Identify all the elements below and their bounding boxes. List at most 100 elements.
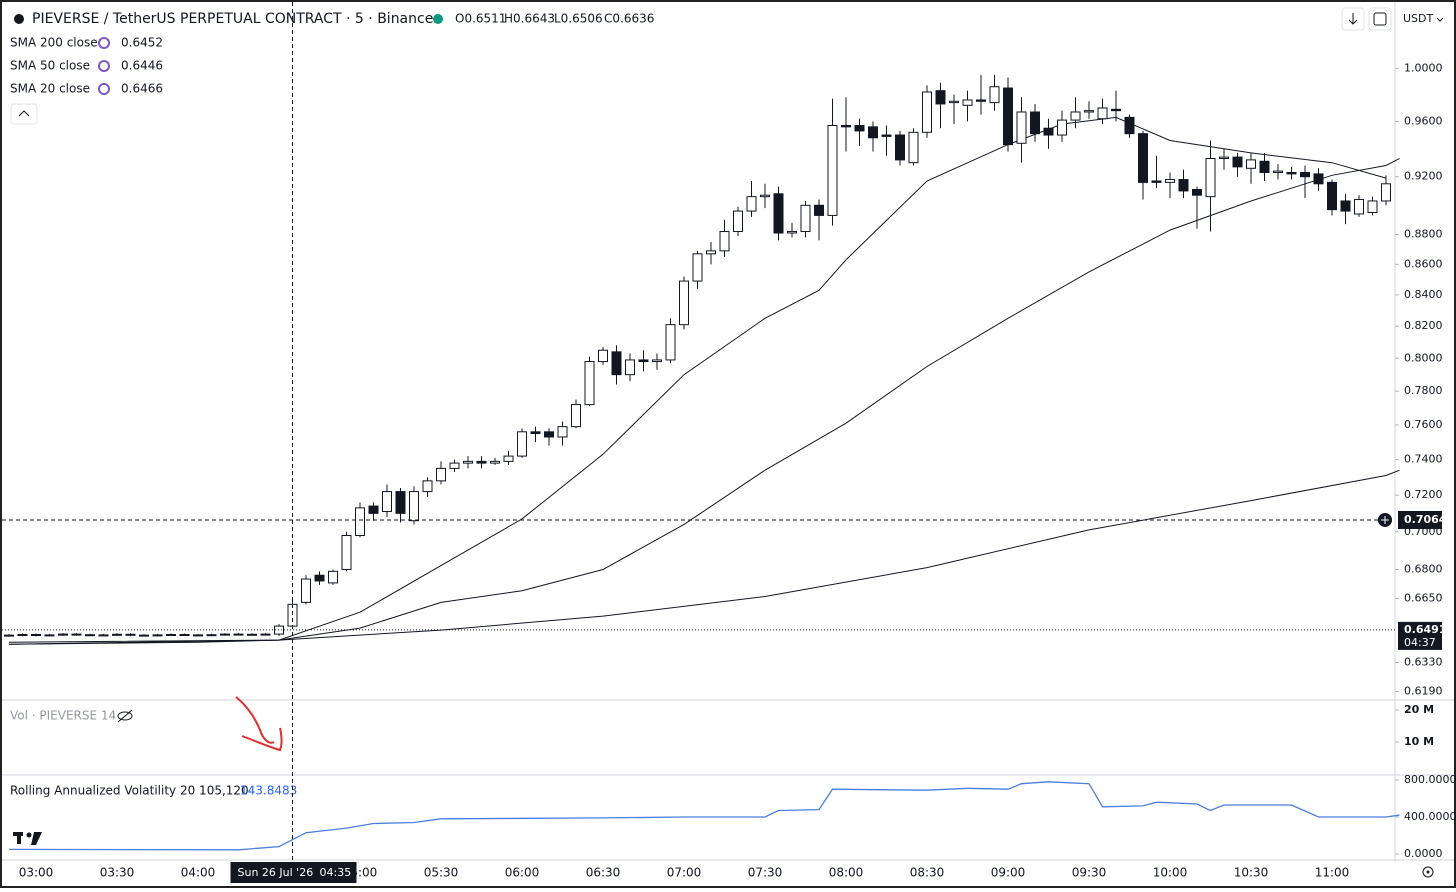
symbol-title: PIEVERSE / TetherUS PERPETUAL CONTRACT ·… [32,11,433,27]
hidden-icon[interactable] [117,709,133,723]
candle-body [1151,180,1162,183]
candle-body [1340,200,1351,212]
candle-body [598,349,608,363]
candle-body [260,633,271,636]
candle-body [1097,107,1108,120]
candle-body [1327,181,1337,211]
volatility-value: 143.8483 [240,784,297,798]
candle-body [584,361,595,406]
candle-body [112,633,122,636]
x-tick-label: 11:00 [1315,866,1350,880]
candle-body [895,134,905,161]
candle-body [1030,111,1040,135]
legend-icon [98,37,110,49]
candle-body [1381,183,1391,202]
crosshair-price-label: 0.7064 [1404,513,1447,526]
x-tick-label: 04:00 [181,866,216,880]
candle-body [841,124,851,128]
x-tick-label: 05:30 [424,866,459,880]
y-tick-label: 0.6190 [1404,685,1443,698]
candle-body [179,633,190,636]
countdown-label: 04:37 [1404,636,1436,649]
x-tick-label: 07:30 [748,866,783,880]
candle-body [395,491,406,514]
candle-body [233,633,244,636]
x-tick-label: 08:30 [910,866,945,880]
market-status [433,14,443,24]
x-tick-label: 09:00 [991,866,1026,880]
candle-body [1273,170,1283,173]
candle-body [773,193,784,234]
legend-value: 0.6452 [121,36,163,50]
candle-body [1057,119,1067,136]
collapse-button[interactable] [10,103,38,125]
last-price-box [1398,621,1442,650]
candle-body [463,460,473,464]
candle-body [476,460,487,464]
candle-body [17,633,28,636]
fullscreen-icon [1373,12,1387,26]
ohlc-open: O0.6511 [455,12,506,26]
candle-body [85,634,95,637]
candle-body [98,634,109,637]
legend-icon [98,83,110,95]
symbol-icon [14,14,24,24]
volume-legend: Vol · PIEVERSE 14 [10,709,116,723]
candle-body [409,491,419,522]
candle-body [1070,111,1081,121]
y-tick-label: 0.6330 [1404,656,1443,669]
candle-body [611,351,622,376]
candle-body [1084,110,1094,113]
candle-body [247,633,257,636]
candle-body [71,633,82,636]
candle-body [206,634,217,637]
candle-body [881,134,892,137]
candle-body [1138,133,1148,183]
series-line [8,781,1400,851]
candle-body [679,280,689,326]
x-tick-label: 03:30 [100,866,135,880]
y-tick-label: 0.6800 [1404,562,1443,575]
candle-body [746,196,757,212]
y-tick-label: 0.6650 [1404,591,1443,604]
candle-body [949,100,959,104]
candle-body [1043,127,1054,136]
y-tick-label: 0.8200 [1404,319,1443,332]
y-tick-label: 0.7400 [1404,453,1443,466]
ohlc-high: H0.6643 [504,12,555,26]
series-line [8,158,1400,643]
legend-value: 0.6466 [121,82,163,96]
candle-body [787,231,797,234]
candle-body [503,455,514,462]
settings-icon[interactable] [1422,866,1434,878]
candle-body [1246,159,1256,169]
legend-value: 0.6446 [121,59,163,73]
y-tick-label: 0.8000 [1404,351,1443,364]
candle-body [314,574,325,582]
candle-body [1003,87,1013,146]
candle-body [976,99,986,102]
fullscreen-button[interactable] [1368,7,1392,31]
candle-body [152,634,163,637]
candle-body [692,253,703,282]
candle-body [625,359,635,376]
candle-body [193,634,203,637]
x-tick-label: 08:00 [829,866,864,880]
y-tick-label: 20 M [1404,703,1434,716]
candle-body [31,633,41,637]
candle-body [382,491,392,513]
candle-body [908,131,919,164]
x-tick-label: 09:30 [1072,866,1107,880]
candle-body [1016,111,1027,144]
plot [4,74,1400,851]
crosshair-price-box [1398,510,1442,529]
candle-body [1286,171,1297,175]
candle-body [220,633,230,636]
y-tick-label: 0.9200 [1404,170,1443,183]
candle-body [1205,157,1216,198]
dropdown-icon [1436,17,1444,22]
candle-body [436,467,446,482]
candle-body [1192,188,1202,196]
candle-body [1367,200,1378,214]
candle-body [571,404,581,428]
